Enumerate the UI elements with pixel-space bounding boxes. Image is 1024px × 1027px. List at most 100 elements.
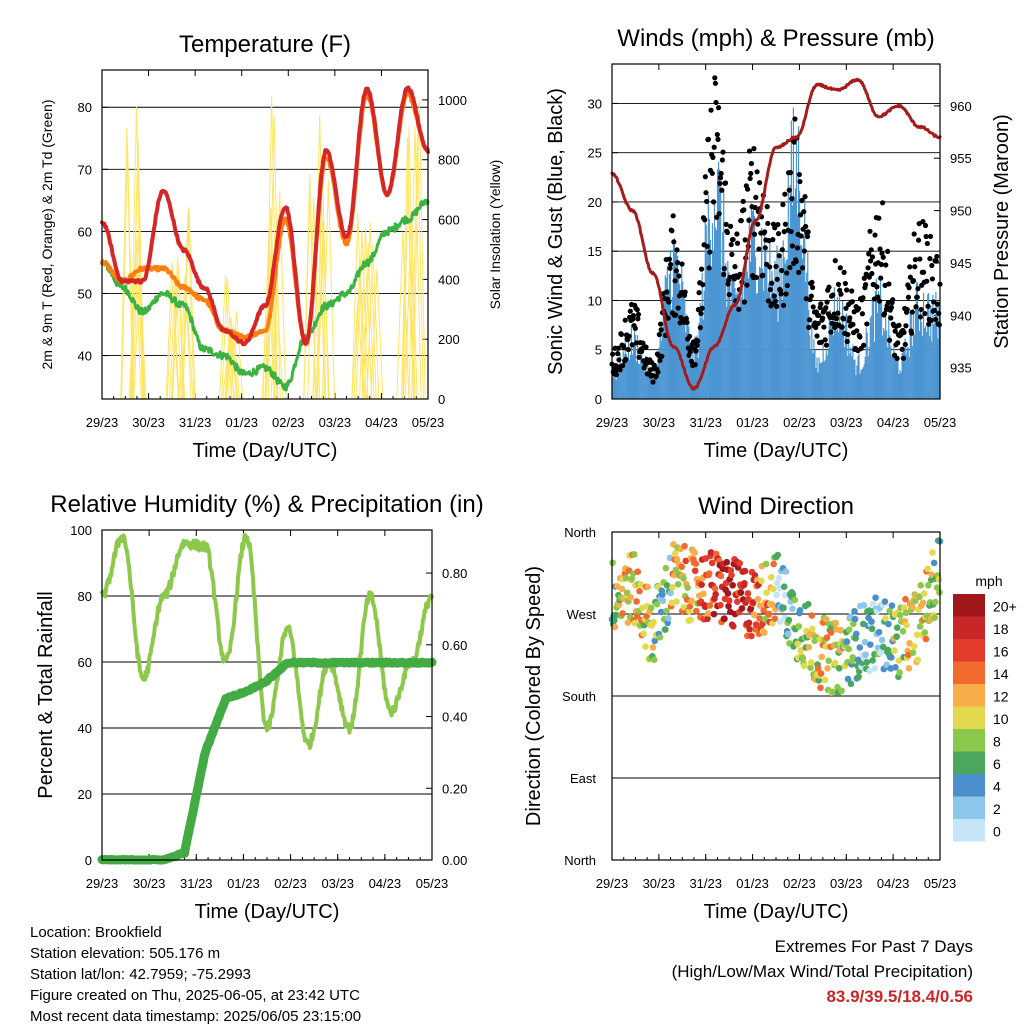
gust-dot — [696, 290, 702, 296]
gust-dot — [799, 197, 805, 204]
gust-dot — [714, 131, 720, 138]
direction-dot — [866, 667, 874, 675]
latlon-text: Station lat/lon: 42.7959; -75.2993 — [30, 966, 252, 983]
gust-dot — [798, 212, 804, 218]
colorbar-title: mph — [975, 573, 1002, 589]
solar-spike — [273, 191, 287, 400]
x-axis-label: Time (Day/UTC) — [193, 440, 338, 462]
direction-dot — [902, 609, 910, 617]
direction-dot — [886, 607, 893, 615]
gust-dot — [757, 180, 763, 186]
colorbar-label: 20+ — [993, 598, 1017, 614]
direction-dot — [674, 580, 682, 588]
x-tick-label: 01/23 — [736, 415, 769, 430]
gust-dot — [929, 276, 936, 282]
direction-dot — [823, 634, 831, 642]
gust-dot — [711, 144, 717, 150]
y-tick-label: 30 — [588, 96, 602, 111]
direction-dot — [885, 620, 892, 628]
direction-dot — [888, 654, 895, 661]
colorbar-label: 18 — [993, 621, 1009, 637]
direction-dot — [774, 551, 782, 559]
x-tick-label: 30/23 — [133, 876, 166, 891]
y-tick-label: 70 — [78, 162, 92, 177]
y2-tick-label: 200 — [438, 332, 460, 347]
direction-dot — [899, 628, 907, 635]
direction-dot — [869, 657, 876, 664]
direction-dot — [756, 602, 764, 609]
gust-dot — [784, 282, 790, 289]
gust-dot — [798, 233, 804, 239]
humidity-line — [100, 532, 434, 750]
direction-dot — [881, 598, 889, 605]
gust-dot — [780, 201, 786, 208]
gust-dot — [920, 219, 926, 225]
gust-dot — [679, 261, 685, 267]
gust-dot — [890, 297, 896, 303]
gust-dot — [767, 286, 773, 293]
direction-dot — [688, 597, 695, 605]
colorbar-label: 14 — [993, 666, 1009, 682]
dewpoint-line — [100, 198, 430, 392]
x-tick-label: 29/23 — [596, 876, 629, 891]
gust-dot — [770, 237, 776, 243]
gust-dot — [869, 254, 876, 260]
gust-dot — [613, 372, 620, 378]
gust-dot — [866, 251, 872, 257]
gust-dot — [745, 186, 751, 192]
gust-dot — [748, 170, 754, 177]
x-tick-label: 30/23 — [132, 415, 165, 430]
gust-dot — [907, 264, 913, 270]
direction-dot — [681, 542, 688, 550]
gust-dot — [706, 265, 712, 271]
gust-dot — [704, 243, 710, 249]
gust-dot — [885, 300, 891, 306]
direction-dot — [744, 590, 752, 597]
x-tick-label: 01/23 — [227, 876, 260, 891]
direction-dot — [729, 623, 737, 630]
gust-dot — [786, 187, 792, 193]
gust-dot — [610, 351, 616, 357]
gust-dot — [684, 319, 690, 326]
gust-dot — [802, 194, 808, 200]
gust-dot — [765, 220, 771, 227]
colorbar-swatch — [953, 729, 985, 752]
gust-dot — [862, 281, 869, 288]
y2-axis-label: Station Pressure (Maroon) — [991, 114, 1013, 349]
direction-dot — [817, 684, 824, 692]
colorbar-label: 6 — [993, 756, 1001, 772]
gust-dot — [760, 272, 766, 278]
colorbar-swatch — [953, 616, 985, 639]
direction-dot — [799, 654, 807, 662]
solar-spike — [226, 324, 240, 400]
direction-dot — [649, 644, 657, 651]
y2-tick-label: 0.80 — [442, 566, 467, 581]
temp-2m-line — [100, 85, 430, 347]
direction-dot — [868, 618, 875, 625]
station-info: Location: Brookfield Station elevation: … — [30, 922, 361, 1027]
gust-dot — [664, 289, 670, 295]
direction-dot — [818, 653, 825, 661]
direction-dot — [611, 623, 619, 631]
direction-dot — [776, 618, 784, 625]
gust-dot — [801, 209, 807, 215]
gust-dot — [805, 229, 811, 235]
direction-dot — [902, 595, 909, 603]
gust-dot — [669, 228, 675, 234]
direction-dot — [704, 615, 711, 623]
gust-dot — [915, 286, 921, 292]
colorbar-swatch — [953, 594, 985, 617]
gust-dot — [742, 237, 748, 243]
winds-panel: Winds (mph) & Pressure (mb) Time (Day/UTC… — [545, 25, 1013, 462]
direction-dot — [844, 675, 852, 683]
direction-dot — [627, 594, 635, 601]
gust-dot — [869, 270, 875, 277]
y-tick-label: 15 — [588, 244, 602, 259]
gust-dot — [842, 280, 848, 287]
direction-dot — [808, 612, 816, 619]
gust-dot — [683, 315, 690, 322]
y-axis-label: Direction (Colored By Speed) — [523, 566, 545, 826]
gust-dot — [719, 187, 725, 193]
plot-border — [101, 529, 433, 861]
direction-dot — [682, 557, 690, 565]
